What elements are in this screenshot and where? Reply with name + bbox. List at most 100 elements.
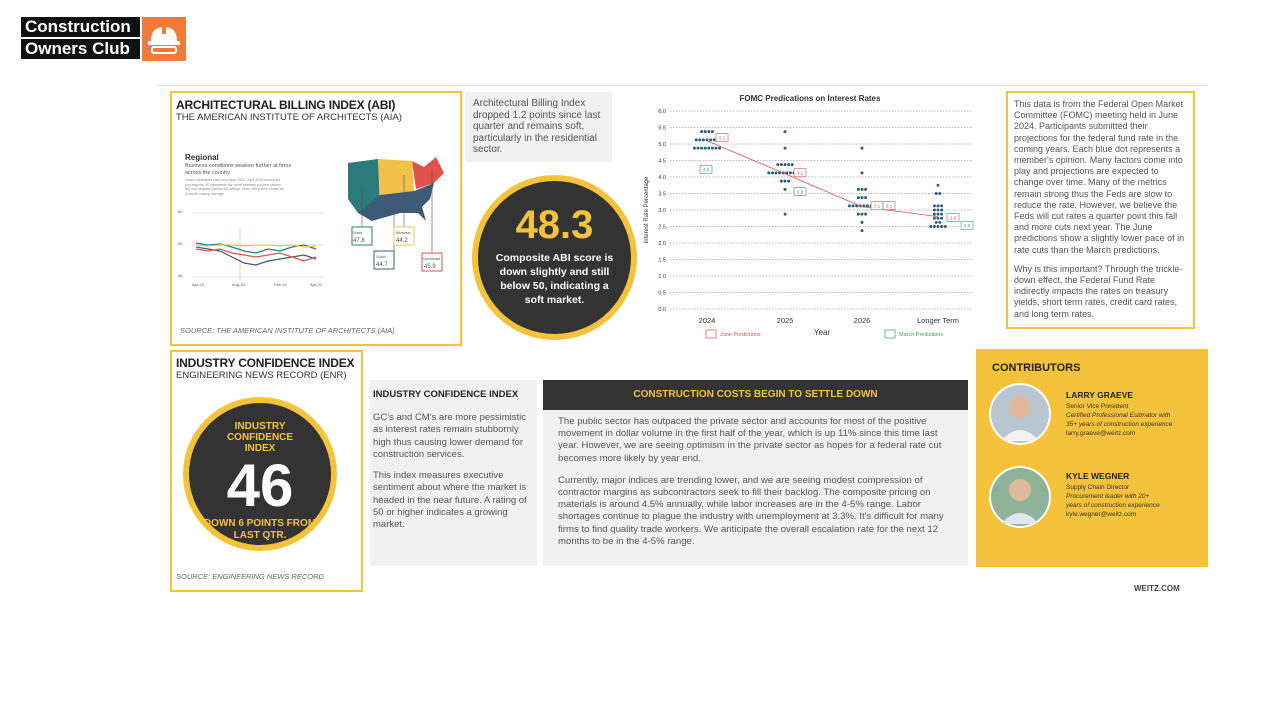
march-value-label: 3.8 [797,190,804,195]
x-tick-label: 2025 [777,316,794,325]
dot-point [936,225,940,228]
dot-point [696,146,700,150]
regional-note: Graph represents data from April 2023 - … [185,178,284,196]
dot-point [940,204,944,208]
dot-point [860,171,864,175]
contributor-role: Senior Vice President [1066,403,1129,410]
ici-panel-title: INDUSTRY CONFIDENCE INDEX [373,389,519,400]
region-midwest-name: Midwest [396,230,411,235]
march-value-box [960,220,974,230]
y-tick-label: 0.0 [658,307,666,313]
dot-point [783,212,787,216]
abi-y-tick-50: 50 [178,241,183,246]
abi-x-tick-1: Apr-23 [192,282,205,287]
dot-point [856,196,860,200]
dot-point [788,171,792,175]
contributor-desc-2: 35+ years of construction experience [1066,421,1173,428]
dot-point [783,163,787,167]
brand-line-2: Owners Club [21,39,140,59]
contributor-email[interactable]: larry.graeve@weitz.com [1066,430,1136,437]
ici-para-2: This index measures executive sentiment … [373,470,527,531]
brand-logo: Construction Owners Club [21,17,186,61]
y-tick-label: 5.5 [658,126,666,132]
dot-point [940,225,944,228]
dot-point [785,171,789,175]
june-value-label: 5.1 [719,136,726,141]
ici-para-1: GC's and CM's are more pessimistic as in… [373,412,527,460]
dot-point [783,179,787,183]
ici-panel: INDUSTRY CONFIDENCE INDEX ENGINEERING NE… [170,350,363,592]
chart-title: FOMC Predications on Interest Rates [740,94,881,103]
dot-point [932,212,936,216]
dot-point [787,163,791,167]
abi-note-text: Architectural Billing Index dropped 1.2 … [473,98,601,155]
footer-site[interactable]: WEITZ.COM [1134,584,1180,593]
march-value-box [699,164,713,174]
dot-point [709,138,713,142]
dot-point [700,130,704,134]
ici-score-circle: INDUSTRY CONFIDENCE INDEX 46 DOWN 6 POIN… [183,397,337,551]
june-value-box [793,168,807,177]
dot-point [707,130,711,134]
ici-score: 46 [226,452,294,519]
region-northeast-value: 45.9 [424,264,436,270]
x-tick-label: 2026 [854,316,871,325]
south-line [195,246,317,266]
costs-panel: CONSTRUCTION COSTS BEGIN TO SETTLE DOWN … [543,380,968,566]
dot-point [790,163,794,167]
abi-y-tick-60: 60 [178,209,183,214]
dot-point [700,146,704,150]
y-tick-label: 4.5 [658,159,666,165]
dot-point [710,130,714,134]
abi-subtitle: THE AMERICAN INSTITUTE OF ARCHITECTS (AI… [176,112,402,123]
y-axis-label: Interest Rate Percentage [644,176,650,243]
abi-score-text: Composite ABI score is down slightly and… [495,252,614,306]
y-tick-label: 2.5 [658,225,666,231]
legend-march-label: March Predictions [899,332,943,338]
dot-point [860,146,864,150]
dot-point [694,138,698,142]
abi-score: 48.3 [515,203,594,247]
dot-point [783,187,787,191]
june-median-line [706,140,939,217]
hardhat-icon [142,17,186,61]
legend-march-swatch [884,329,896,339]
legend-june-label: June Predictions [720,332,761,338]
avatar-larry [989,383,1051,445]
ici-subtitle: ENGINEERING NEWS RECORD (ENR) [176,370,347,381]
dot-point [865,204,869,208]
region-south-value: 44.7 [376,262,388,268]
y-tick-label: 5.0 [658,142,666,148]
march-value-box [793,187,807,196]
abi-score-circle: 48.3 Composite ABI score is down slightl… [472,175,637,340]
ici-title: INDUSTRY CONFIDENCE INDEX [176,356,355,370]
june-value-label: 4.1 [797,171,804,176]
dot-point [938,192,942,195]
abi-x-tick-2: Aug-23 [232,282,245,287]
contributor-email[interactable]: kyle.wegner@weitz.com [1066,511,1137,518]
march-value-label: 4.6 [703,167,710,172]
abi-y-tick-40: 40 [178,273,183,278]
dot-point [783,146,787,150]
costs-title: CONSTRUCTION COSTS BEGIN TO SETTLE DOWN [543,380,968,410]
contributor-role: Supply Chain Director [1066,484,1130,491]
dot-point [776,163,780,167]
contributors-panel: CONTRIBUTORS LARRY GRAEVE Senior Vice Pr… [976,349,1208,567]
dot-point [703,130,707,134]
dot-point [714,146,718,150]
top-divider [157,85,1208,86]
dot-point [783,130,787,134]
march-value-box [882,201,896,210]
dot-point [856,187,860,191]
dot-point [779,179,783,183]
costs-para-2: Currently, major indices are trending lo… [558,474,944,547]
dot-point [934,220,938,224]
regional-heading: Regional [185,153,219,162]
us-region-map [348,157,444,272]
abi-regional-chart [192,212,324,281]
region-west-name: West [353,230,363,235]
dot-point [847,204,851,208]
dot-point [936,212,940,216]
y-tick-label: 1.0 [658,274,666,280]
midwest-line [195,244,317,248]
